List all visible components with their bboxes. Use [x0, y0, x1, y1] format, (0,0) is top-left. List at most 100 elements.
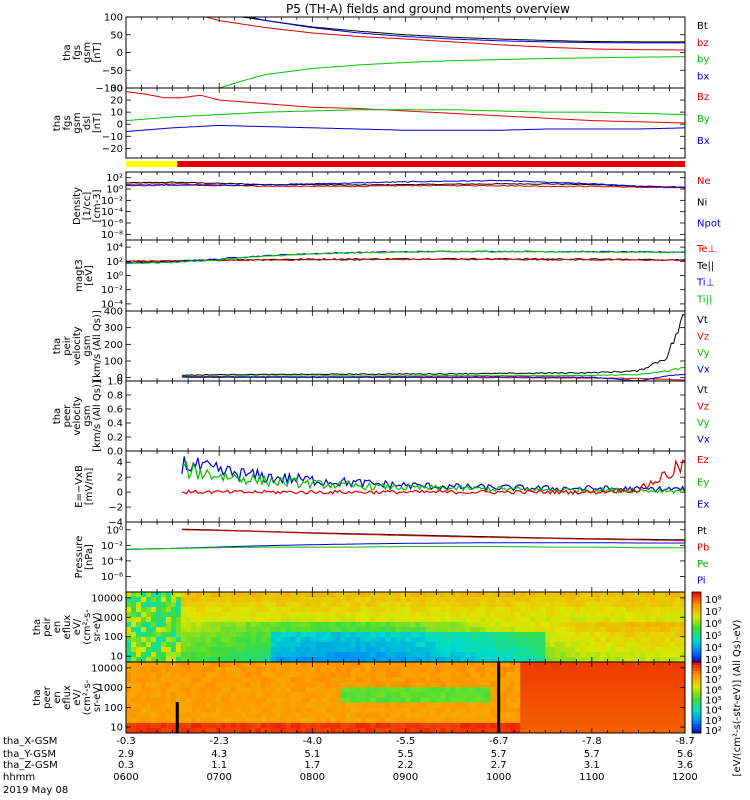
spectrogram-cell: [605, 617, 611, 623]
spectrogram-cell: [215, 602, 222, 608]
spectrogram-cell: [570, 677, 576, 683]
spectrogram-cell: [151, 677, 157, 683]
spectrogram-cell: [225, 677, 232, 683]
spectrogram-cell: [295, 692, 302, 699]
spectrogram-cell: [525, 607, 531, 613]
spectrogram-cell: [375, 637, 382, 643]
spectrogram-cell: [250, 707, 257, 714]
spectrogram-cell: [555, 672, 561, 678]
spectrogram-cell: [370, 687, 377, 694]
spectrogram-cell: [320, 707, 327, 714]
spectrogram-cell: [590, 707, 596, 714]
spectrogram-cell: [460, 697, 466, 704]
spectrogram-cell: [450, 707, 456, 714]
spectrogram-cell: [405, 682, 412, 688]
spectrogram-cell: [155, 692, 162, 699]
spectrogram-cell: [525, 702, 531, 709]
spectrogram-cell: [160, 657, 167, 662]
spectrogram-cell: [420, 612, 427, 618]
spectrogram-cell: [660, 697, 666, 704]
spectrogram-cell: [600, 652, 606, 658]
spectrogram-cell: [615, 617, 621, 623]
spectrogram-cell: [136, 687, 142, 694]
spectrogram-cell: [530, 697, 536, 704]
spectrogram-cell: [580, 677, 586, 683]
spectrogram-cell: [425, 657, 432, 662]
spectrogram-cell: [370, 612, 377, 618]
spectrogram-cell: [190, 617, 197, 623]
spectrogram-cell: [480, 617, 486, 623]
spectrogram-cell: [245, 672, 252, 678]
spectrogram-cell: [580, 632, 586, 638]
spectrogram-cell: [195, 622, 202, 628]
spectrogram-cell: [550, 702, 556, 709]
spectrogram-cell: [400, 652, 407, 658]
spectrogram-cell: [385, 687, 392, 694]
spectrogram-cell: [655, 682, 661, 688]
spectrogram-cell: [630, 607, 636, 613]
spectrogram-cell: [460, 717, 466, 724]
spectrogram-cell: [345, 642, 352, 648]
spectrogram-cell: [635, 652, 641, 658]
spectrogram-cell: [590, 657, 596, 662]
spectrogram-cell: [530, 597, 536, 603]
spectrogram-cell: [126, 642, 132, 648]
y-axis-label: gsm: [82, 335, 93, 356]
spectrogram-cell: [350, 677, 357, 683]
spectrogram-cell: [555, 687, 561, 694]
spectrogram-cell: [180, 607, 187, 613]
spectrogram-cell: [315, 687, 322, 694]
footer-value-x: -7.8: [582, 736, 602, 747]
spectrogram-cell: [620, 707, 626, 714]
spectrogram-cell: [450, 727, 456, 733]
spectrogram-cell: [230, 672, 237, 678]
spectrogram-cell: [540, 657, 546, 662]
spectrogram-cell: [345, 682, 352, 688]
spectrogram-cell: [430, 692, 437, 699]
spectrogram-cell: [165, 692, 172, 699]
spectrogram-cell: [325, 652, 332, 658]
spectrogram-cell: [400, 722, 407, 729]
spectrogram-cell: [490, 632, 496, 638]
y-axis-label: E=−VxB: [74, 465, 85, 508]
spectrogram-cell: [385, 622, 392, 628]
spectrogram-cell: [485, 667, 491, 673]
spectrogram-cell: [190, 662, 197, 668]
mode-bar-yellow: [126, 161, 178, 167]
spectrogram-cell: [215, 597, 222, 603]
spectrogram-cell: [450, 657, 456, 662]
spectrogram-cell: [235, 637, 242, 643]
spectrogram-cell: [570, 707, 576, 714]
spectrogram-cell: [370, 712, 377, 719]
spectrogram-cell: [465, 617, 471, 623]
spectrogram-cell: [455, 672, 461, 678]
spectrogram-cell: [535, 612, 541, 618]
spectrogram-cell: [195, 662, 202, 668]
spectrogram-cell: [680, 667, 685, 673]
spectrogram-cell: [155, 602, 162, 608]
spectrogram-cell: [605, 632, 611, 638]
spectrogram-cell: [350, 692, 357, 699]
spectrogram-cell: [220, 657, 227, 662]
spectrogram-cell: [136, 682, 142, 688]
spectrogram-cell: [340, 672, 347, 678]
spectrogram-cell: [570, 672, 576, 678]
spectrogram-cell: [190, 672, 197, 678]
spectrogram-cell: [136, 642, 142, 648]
spectrogram-cell: [365, 722, 372, 729]
spectrogram-cell: [235, 697, 242, 704]
spectrogram-cell: [180, 717, 187, 724]
spectrogram-cell: [375, 652, 382, 658]
spectrogram-cell: [220, 612, 227, 618]
spectrogram-cell: [160, 637, 167, 643]
spectrogram-cell: [655, 642, 661, 648]
spectrogram-cell: [285, 652, 292, 658]
spectrogram-cell: [170, 727, 177, 733]
spectrogram-cell: [325, 662, 332, 668]
spectrogram-cell: [570, 622, 576, 628]
spectrogram-cell: [515, 677, 521, 683]
spectrogram-cell: [340, 667, 347, 673]
spectrogram-cell: [650, 662, 656, 668]
colorbar-segment: [692, 641, 701, 645]
spectrogram-cell: [675, 722, 681, 729]
